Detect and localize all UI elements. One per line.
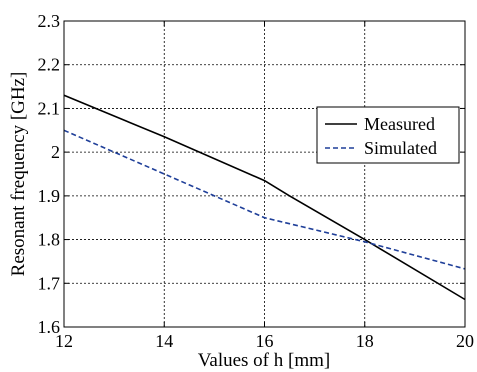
y-tick-label: 2.2	[38, 55, 61, 75]
series-line-measured	[63, 94, 466, 301]
legend-label-simulated: Simulated	[364, 138, 437, 158]
x-axis-label: Values of h [mm]	[198, 350, 330, 371]
y-tick-label: 1.8	[38, 230, 61, 250]
y-tick-label: 2	[51, 142, 60, 162]
y-tick-label: 1.9	[38, 186, 61, 206]
y-tick-labels: 1.6 1.7 1.8 1.9 2 2.1 2.2 2.3	[38, 11, 61, 337]
legend-label-measured: Measured	[364, 114, 435, 134]
plot-border	[63, 20, 466, 328]
x-tick-label: 16	[256, 331, 274, 351]
x-tick-label: 12	[55, 331, 73, 351]
series-lines	[63, 94, 466, 301]
y-tick-label: 2.3	[38, 11, 61, 31]
y-tick-label: 2.1	[38, 98, 61, 118]
legend-box	[316, 106, 460, 164]
y-axis-label: Resonant frequency [GHz]	[8, 72, 29, 277]
y-tick-label: 1.7	[38, 273, 61, 293]
x-tick-labels: 12 14 16 18 20	[55, 331, 474, 351]
legend: Measured Simulated	[316, 106, 460, 164]
x-tick-label: 14	[155, 331, 173, 351]
x-tick-label: 18	[356, 331, 374, 351]
grid-lines	[64, 21, 465, 327]
x-tick-label: 20	[456, 331, 474, 351]
y-tick-label: 1.6	[38, 317, 61, 337]
series-line-simulated	[63, 129, 466, 270]
